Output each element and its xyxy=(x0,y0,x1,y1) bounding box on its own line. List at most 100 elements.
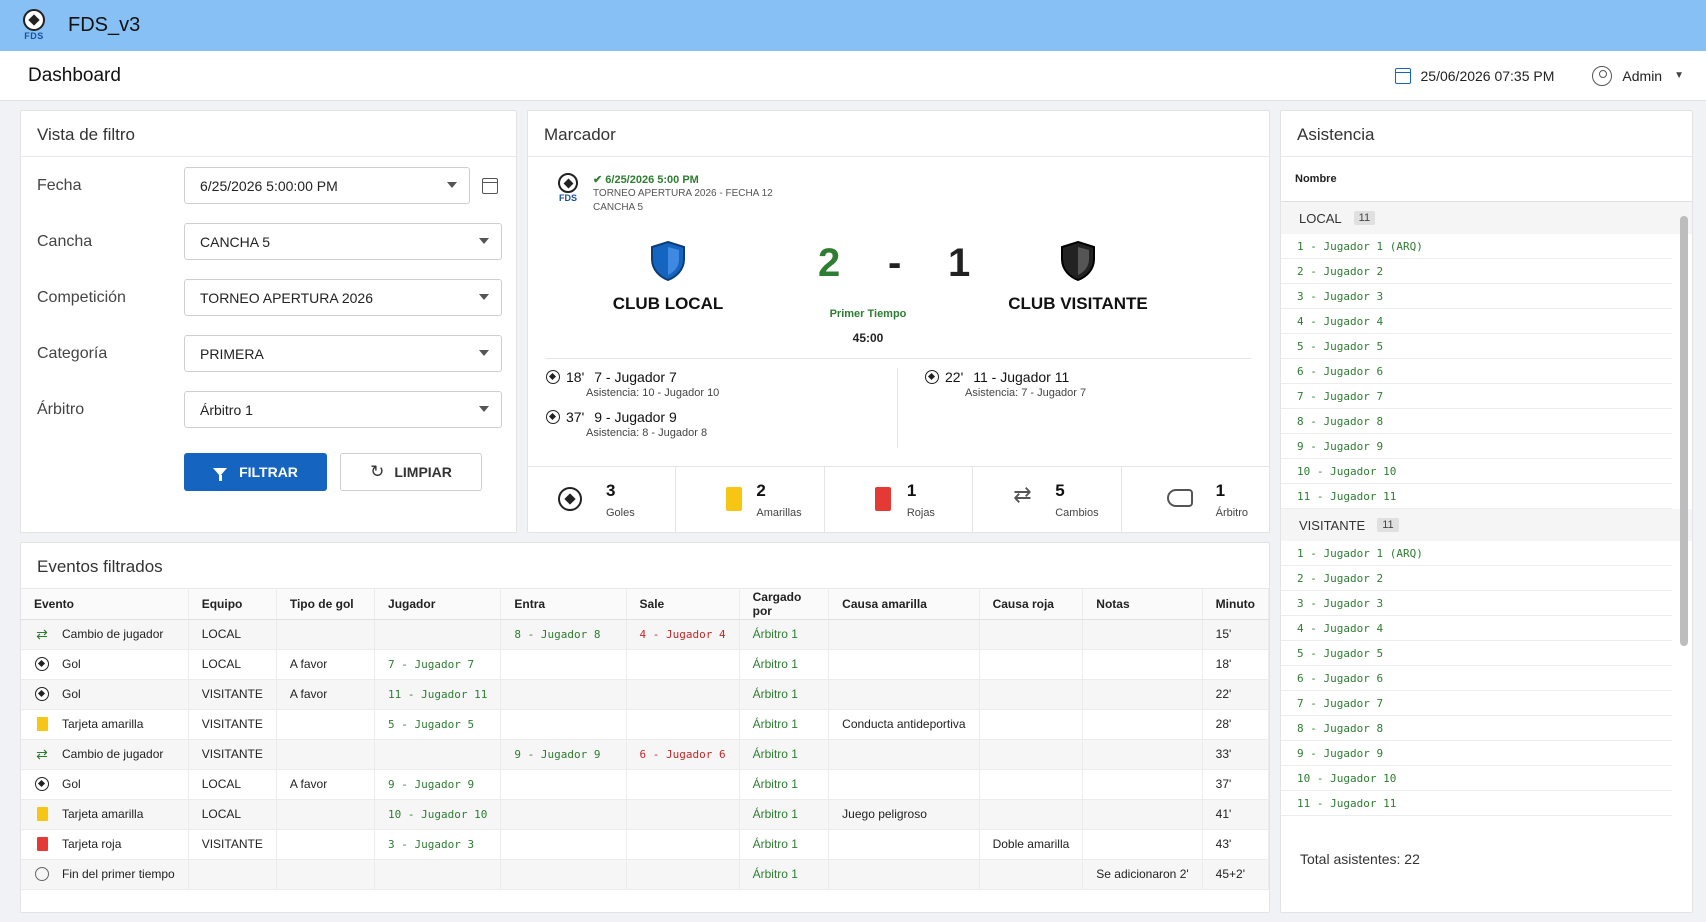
cell-evento: ⇄ Cambio de jugador xyxy=(21,619,189,650)
swap-icon: ⇄ xyxy=(1013,482,1032,507)
table-row[interactable]: Fin del primer tiempo Árbitro 1 Se adicion… xyxy=(21,859,1270,890)
scoreboard-panel: Marcador FDS ✔ 6/25/2026 5:00 PM TORNEO … xyxy=(527,110,1270,533)
table-row[interactable]: Tarjeta amarilla LOCAL 10 - Jugador 10 Árbi… xyxy=(21,799,1270,830)
swap-icon: ⇄ xyxy=(36,745,48,762)
column-header[interactable]: Equipo xyxy=(188,589,277,620)
cell-causa-roja: Doble amarilla xyxy=(979,829,1084,860)
filter-row-competicion: Competición TORNEO APERTURA 2026 xyxy=(37,279,502,316)
table-row[interactable]: Gol VISITANTE A favor 11 - Jugador 11 Árbitr… xyxy=(21,679,1270,710)
user-menu[interactable]: Admin xyxy=(1622,67,1663,84)
fecha-select[interactable]: 6/25/2026 5:00:00 PM xyxy=(184,167,470,204)
arbitro-select[interactable]: Árbitro 1 xyxy=(184,391,502,428)
column-header[interactable]: Notas xyxy=(1082,589,1203,620)
list-item[interactable]: 6 - Jugador 6 xyxy=(1281,359,1672,384)
list-item[interactable]: 3 - Jugador 3 xyxy=(1281,284,1672,309)
list-item[interactable]: 4 - Jugador 4 xyxy=(1281,616,1672,641)
table-row[interactable]: Tarjeta roja VISITANTE 3 - Jugador 3 Árbitr… xyxy=(21,829,1270,860)
column-header[interactable]: Cargado por xyxy=(739,589,830,620)
cell-evento: Tarjeta roja xyxy=(21,829,189,860)
cell-causa-amarilla xyxy=(828,739,980,770)
home-score: 2 xyxy=(818,241,841,285)
column-header[interactable]: Evento xyxy=(21,589,189,620)
scrollbar-thumb[interactable] xyxy=(1680,216,1688,646)
cell-cargado-por: Árbitro 1 xyxy=(739,769,830,800)
categoria-select[interactable]: PRIMERA xyxy=(184,335,502,372)
cell-causa-roja xyxy=(979,619,1084,650)
list-item[interactable]: 5 - Jugador 5 xyxy=(1281,641,1672,666)
stat-red: 1 Rojas xyxy=(825,467,974,533)
events-table: Evento Equipo Tipo de gol Jugador Entra … xyxy=(21,589,1270,890)
total-label: Total asistentes: xyxy=(1300,851,1401,867)
list-item[interactable]: 8 - Jugador 8 xyxy=(1281,716,1672,741)
cell-tipo-gol: A favor xyxy=(276,679,376,710)
away-goal-event: 22' 11 - Jugador 11 Asistencia: 7 - Jugad… xyxy=(925,369,1086,399)
whistle-icon xyxy=(1166,489,1193,507)
list-item[interactable]: 2 - Jugador 2 xyxy=(1281,566,1672,591)
team-group-header[interactable]: LOCAL 11 xyxy=(1281,202,1692,234)
field-label: Árbitro xyxy=(37,400,85,418)
cell-notas xyxy=(1082,769,1203,800)
list-item[interactable]: 8 - Jugador 8 xyxy=(1281,409,1672,434)
user-icon[interactable] xyxy=(1592,65,1613,86)
cancha-select[interactable]: CANCHA 5 xyxy=(184,223,502,260)
table-row[interactable]: Gol LOCAL A favor 7 - Jugador 7 Árbitro 1 18' xyxy=(21,649,1270,680)
stat-yellow: 2 Amarillas xyxy=(676,467,825,533)
column-header[interactable]: Minuto xyxy=(1202,589,1270,620)
away-score: 1 xyxy=(948,241,971,285)
list-item[interactable]: 1 - Jugador 1 (ARQ) xyxy=(1281,234,1672,259)
table-row[interactable]: ⇄ Cambio de jugador VISITANTE 9 - Jugador 9… xyxy=(21,739,1270,770)
cell-causa-amarilla xyxy=(828,649,980,680)
column-header[interactable]: Jugador xyxy=(374,589,502,620)
goal-player: 9 - Jugador 9 xyxy=(594,409,677,425)
scrollbar[interactable] xyxy=(1680,206,1688,814)
column-header[interactable]: Entra xyxy=(500,589,627,620)
list-item[interactable]: 6 - Jugador 6 xyxy=(1281,666,1672,691)
attendance-title: Asistencia xyxy=(1281,111,1692,157)
column-header[interactable]: Sale xyxy=(626,589,740,620)
list-item[interactable]: 4 - Jugador 4 xyxy=(1281,309,1672,334)
event-type: Gol xyxy=(62,687,81,701)
list-item[interactable]: 11 - Jugador 11 xyxy=(1281,484,1672,509)
list-item[interactable]: 9 - Jugador 9 xyxy=(1281,741,1672,766)
stat-value: 1 xyxy=(1215,481,1226,500)
list-item[interactable]: 2 - Jugador 2 xyxy=(1281,259,1672,284)
column-header[interactable]: Causa roja xyxy=(979,589,1084,620)
competicion-select[interactable]: TORNEO APERTURA 2026 xyxy=(184,279,502,316)
cell-causa-roja xyxy=(979,649,1084,680)
clear-button-label: LIMPIAR xyxy=(394,464,452,480)
list-item[interactable]: 1 - Jugador 1 (ARQ) xyxy=(1281,541,1672,566)
cell-equipo: LOCAL xyxy=(188,769,277,800)
cell-tipo-gol xyxy=(276,859,376,890)
cell-tipo-gol xyxy=(276,619,376,650)
cell-entra xyxy=(500,829,627,860)
clear-button[interactable]: ↻ LIMPIAR xyxy=(340,453,482,491)
table-row[interactable]: Gol LOCAL A favor 9 - Jugador 9 Árbitro 1 37' xyxy=(21,769,1270,800)
list-item[interactable]: 10 - Jugador 10 xyxy=(1281,459,1672,484)
list-item[interactable]: 3 - Jugador 3 xyxy=(1281,591,1672,616)
swap-icon: ⇄ xyxy=(36,625,48,642)
cell-notas xyxy=(1082,679,1203,710)
cell-minuto: 15' xyxy=(1202,619,1270,650)
cell-equipo xyxy=(188,859,277,890)
list-item[interactable]: 7 - Jugador 7 xyxy=(1281,384,1672,409)
chevron-down-icon[interactable]: ▼ xyxy=(1674,70,1684,81)
column-header[interactable]: Nombre xyxy=(1281,157,1692,202)
filter-button[interactable]: FILTRAR xyxy=(184,453,327,491)
cell-entra: 9 - Jugador 9 xyxy=(500,739,627,770)
list-item[interactable]: 5 - Jugador 5 xyxy=(1281,334,1672,359)
list-item[interactable]: 7 - Jugador 7 xyxy=(1281,691,1672,716)
cell-entra xyxy=(500,709,627,740)
calendar-picker-icon[interactable] xyxy=(482,177,498,194)
list-item[interactable]: 9 - Jugador 9 xyxy=(1281,434,1672,459)
list-item[interactable]: 11 - Jugador 11 xyxy=(1281,791,1672,816)
table-row[interactable]: Tarjeta amarilla VISITANTE 5 - Jugador 5 Ár… xyxy=(21,709,1270,740)
count-badge: 11 xyxy=(1377,518,1399,532)
column-header[interactable]: Causa amarilla xyxy=(828,589,980,620)
cell-evento: Gol xyxy=(21,679,189,710)
app-logo[interactable]: FDS xyxy=(18,8,50,43)
list-item[interactable]: 10 - Jugador 10 xyxy=(1281,766,1672,791)
team-group-header[interactable]: VISITANTE 11 xyxy=(1281,509,1692,541)
goal-assist: Asistencia: 8 - Jugador 8 xyxy=(586,427,708,439)
column-header[interactable]: Tipo de gol xyxy=(276,589,376,620)
